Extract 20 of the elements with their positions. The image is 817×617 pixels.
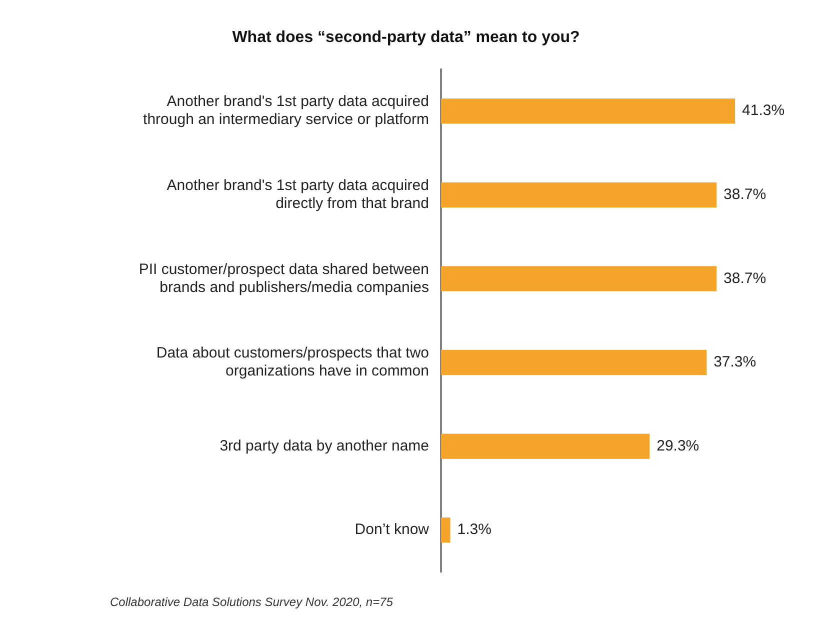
y-tick-label: PII customer/prospect data shared between brands and publishers/media companies [138,260,429,296]
bar [441,350,707,376]
data-label: 37.3% [714,354,756,371]
bar [441,98,736,124]
chart-title: What does “second-party data” mean to you? [232,29,580,46]
y-tick-label: 3rd party data by another name [220,437,429,454]
text: Collaborative Data Solutions Survey Nov. 2020, n=75 [110,595,394,609]
data-label: 38.7% [724,186,766,204]
y-tick-label: Data about customers/prospects that two organizations have in common [156,344,429,380]
data-label: 1.3% [457,521,492,538]
bar [441,182,717,208]
data-label: 38.7% [724,270,766,287]
y-tick-label: Another brand's 1st party data acquired directly from that brand [166,177,429,212]
y-tick-label: Don’t know [354,521,430,538]
bar [441,518,450,543]
bar [441,434,650,459]
data-label: 41.3% [742,102,785,120]
bar [441,266,717,292]
data-label: 29.3% [656,437,700,454]
y-tick-label: Another brand's 1st party data acquired through an intermediary service or platform [143,93,429,128]
